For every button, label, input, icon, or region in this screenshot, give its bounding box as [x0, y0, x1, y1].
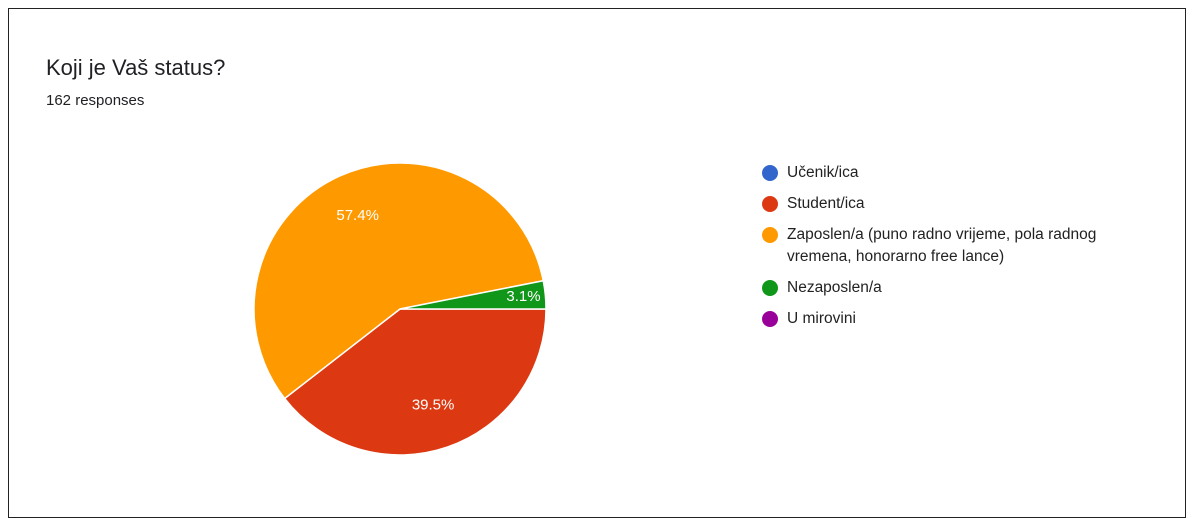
title: Koji je Vaš status? — [46, 55, 226, 80]
data-label: 39.5% — [412, 397, 455, 414]
chart: 39.5% 57.4% 3.1% — [253, 162, 547, 456]
legend-item: Nezaposlen/a — [762, 277, 1142, 299]
legend-item: Zaposlen/a (puno radno vrijeme, pola rad… — [762, 224, 1142, 268]
legend-item: U mirovini — [762, 308, 1142, 330]
data-label: 57.4% — [336, 207, 379, 224]
pie-slice — [399, 279, 547, 310]
legend-swatch — [762, 311, 778, 327]
legend-swatch — [762, 165, 778, 181]
legend-swatch — [762, 280, 778, 296]
pie-slice — [283, 308, 547, 456]
legend-label: Učenik/ica — [787, 164, 859, 181]
subtitle: 162 responses — [46, 92, 145, 109]
legend: Učenik/ica Student/ica Zaposlen/a (puno ra… — [762, 162, 1142, 339]
data-label: 3.1% — [506, 288, 540, 305]
legend-swatch — [762, 227, 778, 243]
pie-slice — [253, 162, 545, 400]
legend-item: Student/ica — [762, 193, 1142, 215]
legend-label: Student/ica — [787, 195, 865, 212]
legend-item: Učenik/ica — [762, 162, 1142, 184]
legend-label: Zaposlen/a (puno radno vrijeme, pola rad… — [787, 226, 1097, 265]
legend-swatch — [762, 196, 778, 212]
legend-label: U mirovini — [787, 310, 856, 327]
legend-label: Nezaposlen/a — [787, 279, 882, 296]
